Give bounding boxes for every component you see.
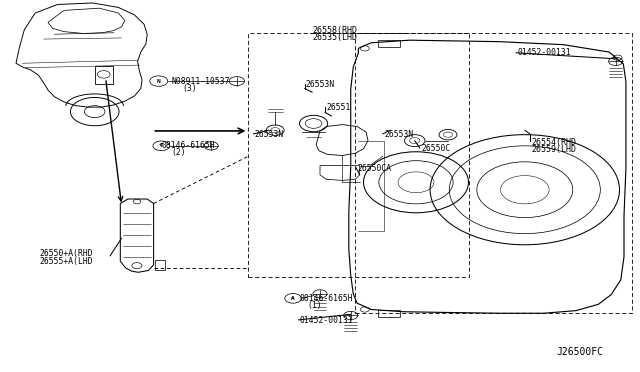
Text: 26555+A(LHD: 26555+A(LHD <box>40 257 93 266</box>
Text: T: T <box>159 143 163 148</box>
Text: 26550+A(RHD: 26550+A(RHD <box>40 249 93 258</box>
Text: 26535(LHD: 26535(LHD <box>312 33 357 42</box>
Text: 01452-00131: 01452-00131 <box>300 316 353 325</box>
Text: J26500FC: J26500FC <box>557 347 604 356</box>
Text: 08146-6165H: 08146-6165H <box>300 294 353 303</box>
Text: N08911-10537: N08911-10537 <box>172 77 230 86</box>
Bar <box>355 33 632 313</box>
Text: 26550C: 26550C <box>421 144 451 153</box>
Text: 01452-00131: 01452-00131 <box>517 48 571 57</box>
Text: 26553N: 26553N <box>384 130 413 139</box>
Text: 26554(RHD: 26554(RHD <box>531 138 576 147</box>
Bar <box>155 260 165 270</box>
Text: 26550CA: 26550CA <box>357 164 391 173</box>
Text: 26551: 26551 <box>326 103 351 112</box>
Text: 26558(RHD: 26558(RHD <box>312 26 357 35</box>
Bar <box>378 40 400 46</box>
Text: 08146-6165H: 08146-6165H <box>161 141 215 150</box>
Text: N: N <box>157 78 161 84</box>
Text: (1): (1) <box>307 301 322 310</box>
Text: (3): (3) <box>182 84 197 93</box>
Bar <box>378 310 400 317</box>
Text: 26553N: 26553N <box>255 130 284 139</box>
Text: 26553N: 26553N <box>306 80 335 89</box>
Bar <box>248 33 469 277</box>
Text: A: A <box>291 296 295 301</box>
Bar <box>95 66 113 84</box>
Text: (2): (2) <box>172 148 186 157</box>
Text: 26559(LHD: 26559(LHD <box>531 145 576 154</box>
